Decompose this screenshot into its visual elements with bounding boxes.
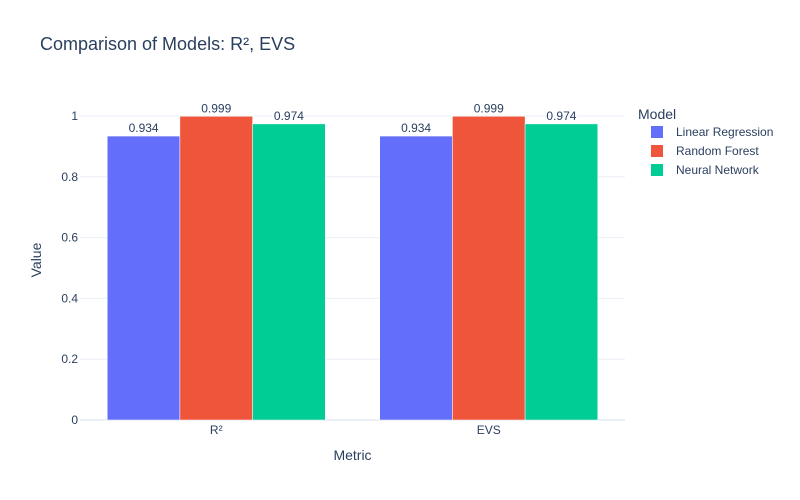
y-tick-label: 0.2 (61, 352, 78, 366)
legend-title: Model (638, 106, 676, 122)
bar-value-label: 0.974 (546, 109, 576, 123)
y-axis-title: Value (28, 242, 44, 277)
legend: Model Linear Regression Random Forest Neur… (638, 106, 773, 177)
bar[interactable] (179, 116, 253, 421)
x-axis-ticks: R² EVS (210, 423, 501, 437)
y-tick-label: 1 (71, 109, 78, 123)
bar[interactable] (452, 116, 526, 421)
bar-value-label: 0.974 (274, 109, 304, 123)
bar[interactable] (379, 135, 453, 421)
legend-item[interactable]: Random Forest (651, 144, 759, 158)
legend-item[interactable]: Neural Network (651, 163, 760, 177)
x-axis-title: Metric (333, 447, 371, 463)
bar-value-label: 0.934 (401, 121, 431, 135)
y-tick-label: 0.4 (61, 291, 78, 305)
x-tick-label: EVS (477, 423, 501, 437)
bar-value-label: 0.934 (129, 121, 159, 135)
bar-value-labels: 0.934 0.999 0.974 0.934 0.999 0.974 (129, 101, 577, 135)
legend-swatch (651, 145, 663, 157)
legend-swatch (651, 164, 663, 176)
legend-swatch (651, 126, 663, 138)
y-axis-ticks: 0 0.2 0.4 0.6 0.8 1 (61, 109, 78, 427)
legend-label: Random Forest (676, 144, 759, 158)
y-tick-label: 0.8 (61, 170, 78, 184)
legend-item[interactable]: Linear Regression (651, 125, 773, 139)
x-tick-label: R² (210, 423, 223, 437)
bar-value-label: 0.999 (474, 101, 504, 115)
bar-value-label: 0.999 (201, 101, 231, 115)
legend-label: Linear Regression (676, 125, 773, 139)
bar[interactable] (252, 123, 326, 421)
y-tick-label: 0.6 (61, 231, 78, 245)
bars (107, 116, 598, 421)
bar[interactable] (524, 123, 598, 421)
legend-label: Neural Network (676, 163, 760, 177)
bar[interactable] (107, 135, 181, 421)
y-tick-label: 0 (71, 413, 78, 427)
chart-title: Comparison of Models: R², EVS (40, 34, 295, 54)
